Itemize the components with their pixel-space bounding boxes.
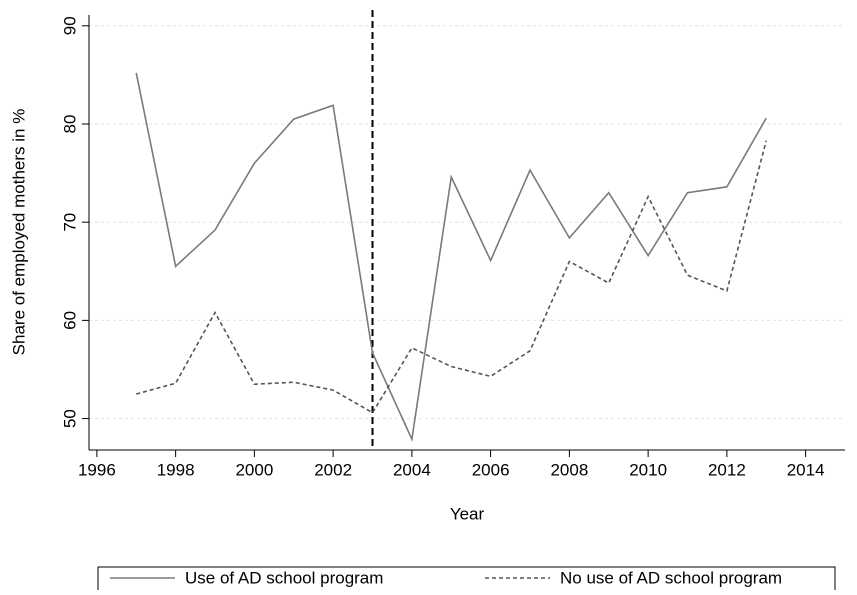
series-line — [136, 140, 768, 414]
x-tick-label: 2002 — [314, 460, 352, 479]
x-tick-label: 2014 — [787, 460, 825, 479]
legend-box — [97, 566, 836, 595]
legend-label: No use of AD school program — [560, 568, 782, 587]
x-tick-label: 1996 — [78, 460, 116, 479]
legend-label: Use of AD school program — [185, 568, 383, 587]
y-tick-label: 80 — [60, 115, 79, 134]
y-tick-label: 70 — [60, 213, 79, 232]
x-tick-label: 2000 — [235, 460, 273, 479]
x-tick-label: 2010 — [629, 460, 667, 479]
y-tick-label: 90 — [60, 16, 79, 35]
series-line — [135, 72, 767, 442]
x-tick-label: 2012 — [708, 460, 746, 479]
y-axis-title: Share of employed mothers in % — [9, 109, 28, 356]
x-tick-label: 2004 — [393, 460, 431, 479]
y-tick-label: 50 — [60, 409, 79, 428]
y-tick-label: 60 — [60, 311, 79, 330]
x-axis-title: Year — [450, 504, 485, 523]
x-tick-label: 1998 — [157, 460, 195, 479]
x-tick-label: 2006 — [472, 460, 510, 479]
x-tick-label: 2008 — [550, 460, 588, 479]
